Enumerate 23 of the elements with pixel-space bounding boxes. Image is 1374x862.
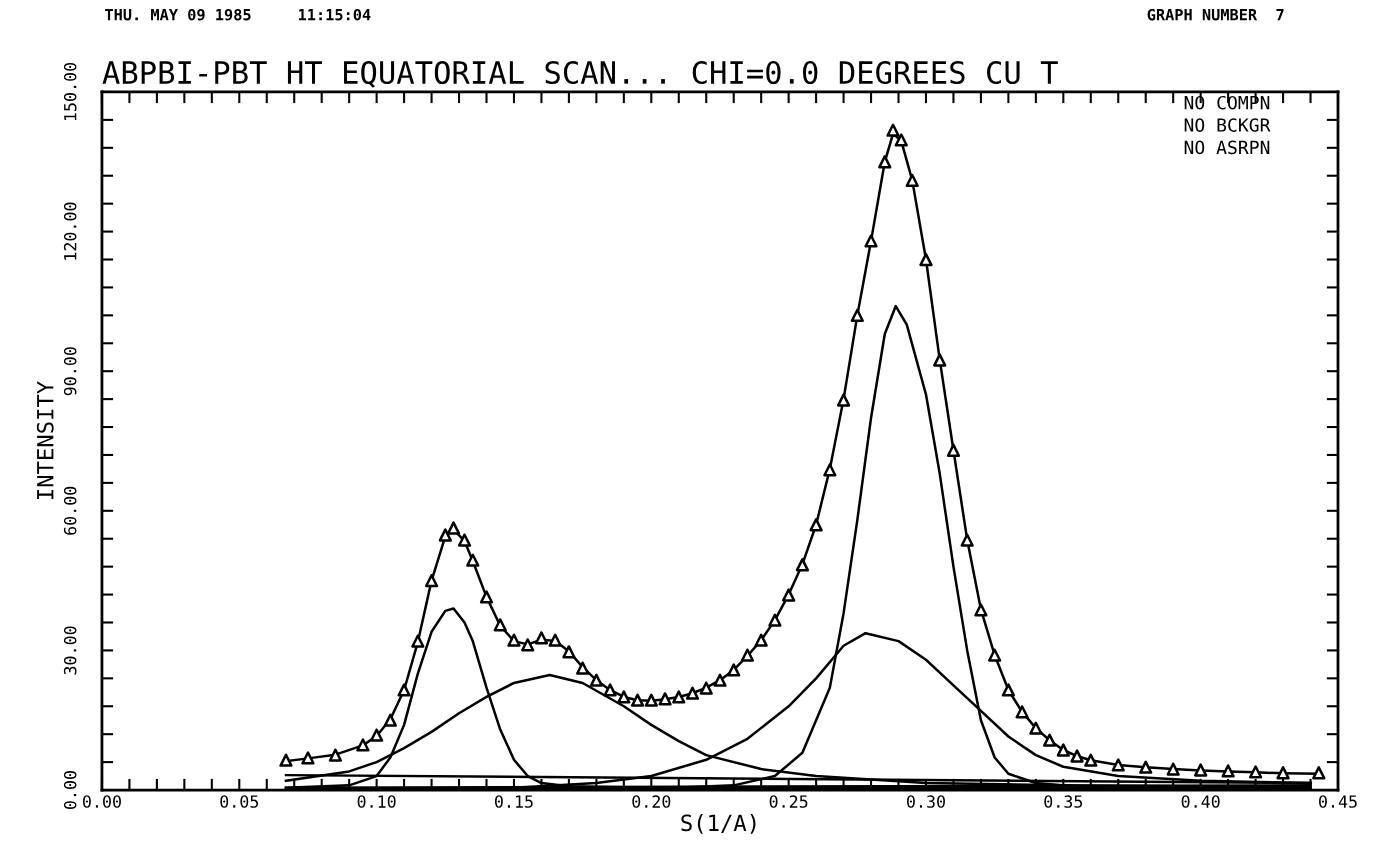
x-tick-label: 0.00 — [82, 795, 121, 808]
y-tick-label: 150.00 — [63, 62, 77, 121]
y-tick-label: 120.00 — [63, 202, 77, 260]
x-tick-label: 0.45 — [1319, 795, 1357, 808]
annotation: NO COMPN — [1184, 95, 1270, 110]
y-axis-title: INTENSITY — [36, 381, 54, 500]
x-tick-label: 0.30 — [907, 795, 945, 808]
x-tick-label: 0.25 — [769, 795, 808, 808]
annotation: NO BCKGR — [1184, 118, 1271, 132]
x-tick-label: 0.05 — [220, 795, 259, 808]
y-tick-label: 30.00 — [63, 626, 77, 675]
annotation: NO ASRPN — [1184, 140, 1270, 155]
x-tick-label: 0.35 — [1044, 795, 1083, 808]
x-tick-label: 0.10 — [357, 795, 396, 808]
y-tick-label: 90.00 — [63, 347, 77, 396]
y-tick-label: 60.00 — [63, 486, 77, 535]
text: THU. MAY 09 1985 11:15:04 — [105, 8, 371, 21]
x-axis-title: S(1/A) — [681, 814, 756, 834]
x-tick-label: 0.15 — [494, 795, 533, 808]
x-tick-label: 0.40 — [1181, 795, 1220, 808]
x-tick-label: 0.20 — [632, 795, 671, 808]
text: GRAPH NUMBER 7 — [1147, 8, 1284, 21]
chart-title: ABPBI-PBT HT EQUATORIAL SCAN... CHI=0.0 DEGREES CU T — [102, 60, 1058, 88]
